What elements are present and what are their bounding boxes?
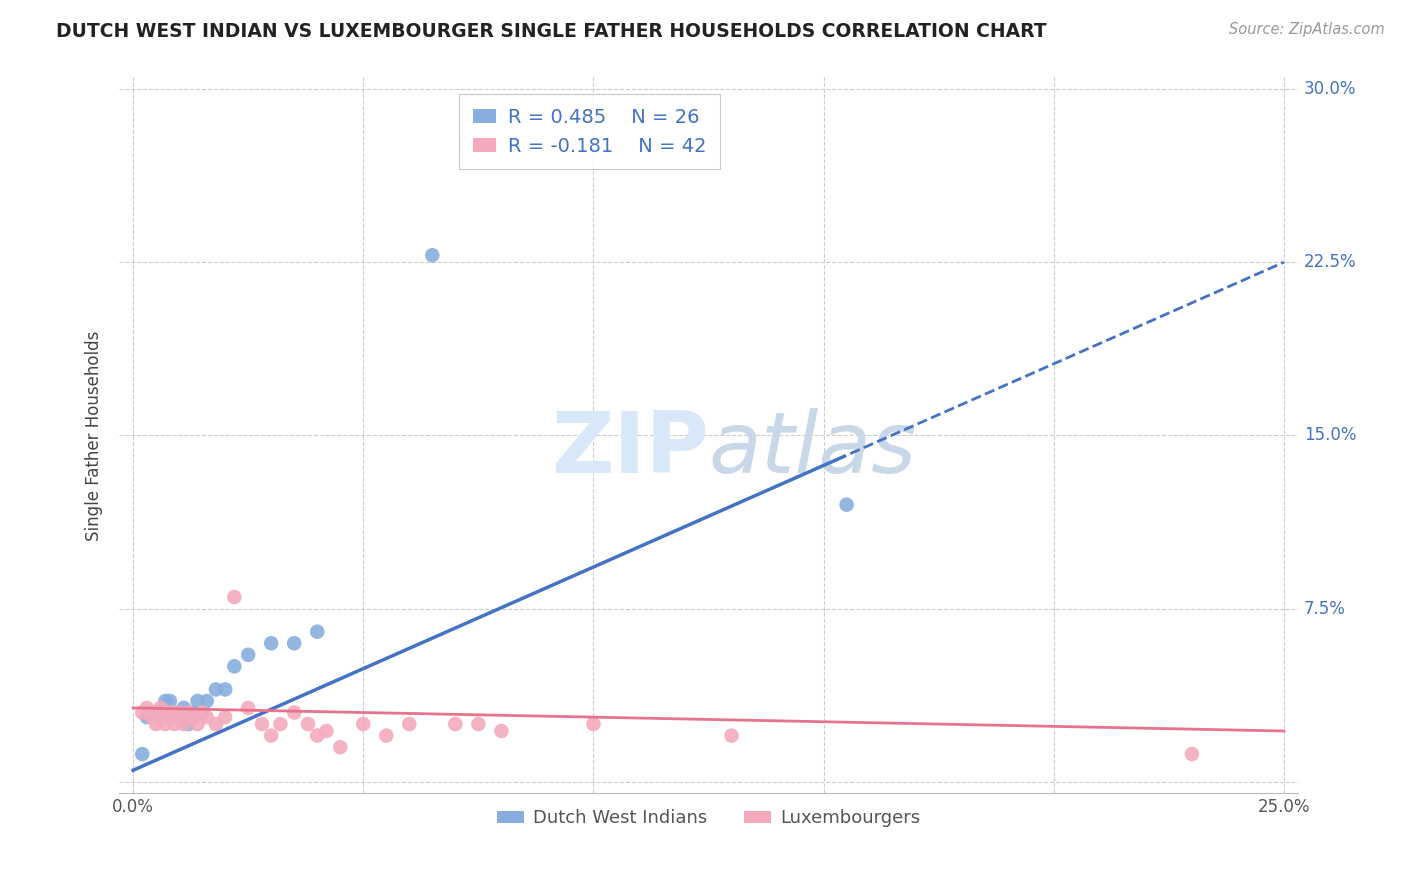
Text: atlas: atlas (709, 409, 917, 491)
Point (159, 694, 181, 708)
Point (159, 710, 181, 724)
Point (420, 248, 443, 262)
Point (173, 717, 195, 731)
Point (159, 706, 181, 720)
Point (155, 701, 177, 715)
Point (307, 729, 329, 743)
Point (835, 498, 858, 512)
Point (181, 710, 204, 724)
Point (163, 706, 186, 720)
Point (329, 740, 352, 755)
Point (177, 717, 200, 731)
Point (149, 706, 172, 720)
Point (352, 717, 374, 731)
Point (155, 694, 177, 708)
Point (375, 729, 398, 743)
Point (135, 701, 157, 715)
Point (167, 706, 190, 720)
Point (582, 717, 605, 731)
Point (269, 717, 291, 731)
Point (260, 729, 283, 743)
Point (283, 636, 305, 650)
Point (163, 717, 186, 731)
Point (131, 706, 153, 720)
Point (181, 706, 204, 720)
Point (444, 717, 467, 731)
Text: 15.0%: 15.0% (1303, 426, 1357, 444)
Point (283, 706, 305, 720)
Point (214, 710, 236, 724)
Point (260, 636, 283, 650)
Point (131, 747, 153, 761)
Point (214, 682, 236, 697)
Point (159, 706, 181, 720)
Point (173, 701, 195, 715)
Y-axis label: Single Father Households: Single Father Households (86, 330, 103, 541)
Point (191, 706, 214, 720)
Text: DUTCH WEST INDIAN VS LUXEMBOURGER SINGLE FATHER HOUSEHOLDS CORRELATION CHART: DUTCH WEST INDIAN VS LUXEMBOURGER SINGLE… (56, 22, 1047, 41)
Text: Source: ZipAtlas.com: Source: ZipAtlas.com (1229, 22, 1385, 37)
Point (224, 659, 246, 673)
Point (155, 706, 177, 720)
Point (195, 694, 218, 708)
Point (491, 724, 513, 739)
Legend: Dutch West Indians, Luxembourgers: Dutch West Indians, Luxembourgers (489, 802, 927, 834)
Point (135, 710, 157, 724)
Point (205, 717, 228, 731)
Text: ZIP: ZIP (551, 409, 709, 491)
Point (238, 648, 260, 662)
Point (297, 717, 319, 731)
Point (315, 724, 337, 739)
Point (167, 710, 190, 724)
Point (149, 710, 172, 724)
Point (720, 729, 742, 743)
Point (149, 710, 172, 724)
Point (155, 717, 177, 731)
Point (141, 706, 163, 720)
Point (195, 710, 218, 724)
Text: 7.5%: 7.5% (1303, 599, 1346, 617)
Point (167, 706, 190, 720)
Point (205, 682, 228, 697)
Point (186, 717, 208, 731)
Point (238, 701, 260, 715)
Point (141, 710, 163, 724)
Point (224, 590, 246, 604)
Point (145, 706, 167, 720)
Point (145, 717, 167, 731)
Point (145, 710, 167, 724)
Point (467, 717, 489, 731)
Point (177, 706, 200, 720)
Point (250, 717, 273, 731)
Text: 22.5%: 22.5% (1303, 253, 1357, 271)
Point (149, 701, 172, 715)
Text: 30.0%: 30.0% (1303, 80, 1357, 98)
Point (307, 624, 329, 639)
Point (186, 694, 208, 708)
Point (1181, 747, 1204, 761)
Point (163, 710, 186, 724)
Point (398, 717, 420, 731)
